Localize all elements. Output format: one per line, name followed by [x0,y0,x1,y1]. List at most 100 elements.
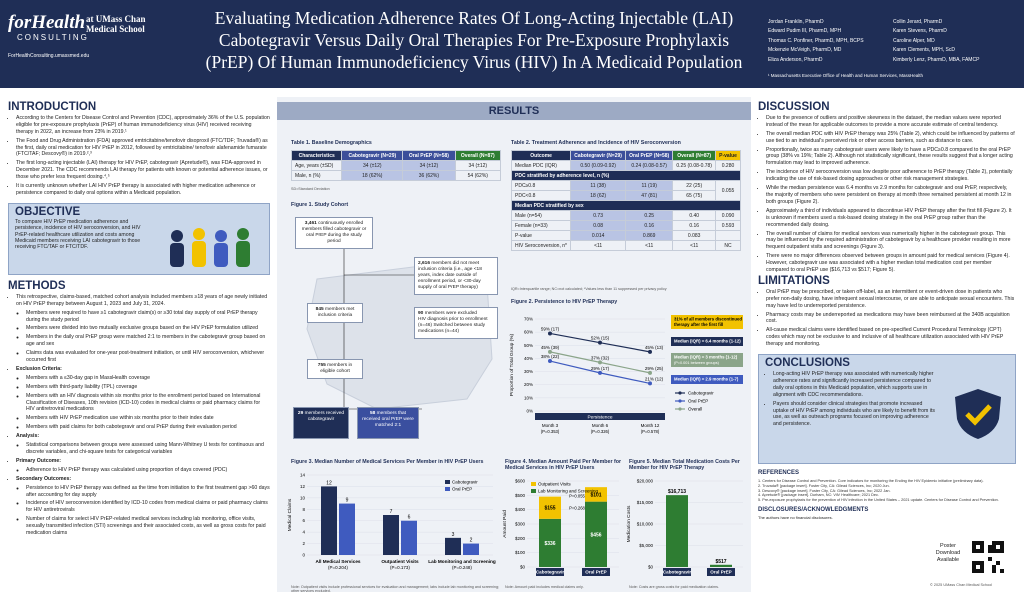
bullet-item: The overall median PDC with HIV PrEP the… [766,131,1016,145]
x-tick-label: Oral PrEP [585,570,606,575]
author-name: Karen Stevens, PharmD [893,28,947,35]
author-name: Jordan Franklin, PharmD [768,19,824,25]
references-heading: REFERENCES [758,470,800,477]
bar-segment-lab [585,501,607,567]
table2-cell: 0.40 [672,210,717,221]
limitations-list: Oral PrEP may be prescribed, or taken of… [758,289,1016,348]
methods-subitem: Persistence to HIV PrEP therapy was defi… [26,485,270,499]
table2-cell: 0.869 [625,230,674,241]
cohort-not-met-text: members did not meet inclusion criteria … [418,261,482,290]
table2-cell: 0.593 [715,220,741,231]
table2-cell: Median PDC (IQR) [510,160,572,171]
bullet-item: The first long-acting injectable (LAI) t… [16,160,270,181]
data-label: 45% (13) [645,345,664,350]
discontinued-note-line1: 31% of all members discontinued [674,317,742,322]
methods-subitem: Members with paid claims for both cabote… [26,424,270,431]
table2-cell: 0.280 [715,160,741,171]
reference-item: 2. Truvada® [package insert]. Foster Cit… [758,483,890,488]
methods-sublist: Members were required to have ≥1 caboteg… [16,310,270,364]
methods-item-text: Primary Outcome: [16,457,61,464]
objective-text: To compare HIV PrEP medication adherence… [15,218,141,251]
author-name: Mckenzie McVeigh, PharmD, MD [768,47,842,54]
data-point [598,340,602,345]
table2-adherence: Outcome Cabotegravir (N=29) Oral PrEP (N=5… [510,150,741,251]
table2-cell: 0.083 [672,230,717,241]
conclusions-heading: CONCLUSIONS [765,357,850,370]
legend-label: Lab Monitoring and Screening [538,489,599,494]
table1-header-cell: Overall (N=87) [454,150,502,161]
x-tick-label: Month 3 [542,423,559,428]
table2-header-cell: Oral PrEP (N=58) [625,150,674,161]
conclusions-box: CONCLUSIONS Long-acting HIV PrEP therapy… [758,354,1016,465]
table2-cell: PDC≥0.8 [510,180,572,191]
table2-cell: 0.25 [625,210,674,221]
methods-subitem: Members in the daily oral PrEP group wer… [26,334,270,348]
bullet-item: The Food and Drug Administration (FDA) a… [16,138,270,159]
x-tick-sublabel: (P=0.173) [390,565,410,570]
y-tick-label: $200 [515,536,526,541]
reference-item: 5. Pre-exposure prophylaxis for the prev… [758,498,999,503]
methods-subitem: Number of claims for select HIV PrEP-rel… [26,516,270,537]
amount-paid-stacked-chart: $0 $100 $200 $300 $400 $500 $600 Amount Paid $33… [502,479,619,576]
methods-item: Analysis: Statistical comparisons between… [16,433,270,456]
results-heading: RESULTS [277,102,751,120]
y-tick-label: 50% [524,343,533,348]
cohort-oral-count: 58 [369,411,376,416]
data-label: 21% (12) [645,376,664,381]
y-tick-label: $300 [515,522,526,527]
table2-cell: Male (n=54) [510,210,572,221]
methods-subitem: Incidence of HIV seroconversion identifi… [26,500,270,514]
table2-cell: NC [715,240,741,251]
bar-segment-outpatient [539,496,561,519]
legend-label: Cabotegravir [688,391,714,396]
figure4-note: Note: Amount paid includes medical claim… [505,585,584,589]
cohort-enrolled-text: continuously enrolled members filled cab… [301,221,367,244]
bar-value-label: 2 [470,538,473,544]
qr-code-icon[interactable] [972,541,1004,573]
bullet-item: Pharmacy costs may be underreported as m… [766,312,1016,326]
figure5-caption: Figure 5. Median Total Medication Costs … [629,459,740,471]
reference-item: 3. Descovy® [package insert]. Foster Cit… [758,488,891,493]
cohort-box-met: 845 members met inclusion criteria [307,303,363,323]
table1-cell: 34 (±12) [454,160,502,171]
bullet-item: All-cause medical claims were identified… [766,327,1016,348]
cohort-cab-text: members received cabotegravir [304,411,345,422]
author-name: Thomas C. Ponfiner, PharmD, MPH, BCPS [768,37,864,44]
bullet-item: There were no major differences observed… [766,253,1016,274]
figure4-caption: Figure 4. Median Amount Paid Per Member … [505,459,622,471]
table2-caption: Table 2. Treatment Adherence and Inciden… [511,140,681,146]
data-point [648,349,652,354]
pvalue-label: P=0.268 [569,506,585,511]
legend-swatch [445,480,450,484]
y-tick-label: 4 [302,530,305,535]
methods-subitem: Members were divided into two mutually e… [26,325,270,332]
discussion-list: Due to the presence of outliers and posi… [758,115,1016,274]
discussion-heading: DISCUSSION [758,101,830,113]
table2-cell: <11 [625,240,674,251]
cohort-box-enrolled: 3,461 continuously enrolled members fill… [295,217,373,249]
methods-subitem: Members with third-party liability (TPL)… [26,384,270,391]
y-tick-label: 10 [300,495,306,500]
table1-cell: 36 (62%) [402,170,456,181]
data-point [548,359,552,364]
median-box [671,375,743,384]
y-tick-label: 60% [524,330,533,335]
bar [321,486,337,555]
legend-label: Oral PrEP [452,487,472,492]
bar-segment-lab [539,518,561,567]
poster-header: forHealth CONSULTING at UMass Chan Medic… [0,0,1024,88]
bullet-item: Proportionally, twice as many cabotegrav… [766,147,1016,168]
y-tick-label: $20,000 [637,479,654,484]
bar-value-label: 7 [390,509,393,515]
table2-cell: 65 (75) [672,190,717,201]
median-pvalue-note: (P=0.001 between groups) [674,361,720,365]
table2-cell: 0.08 [570,220,627,231]
methods-subitem: Members with a ≤30-day gap in MassHealth… [26,375,270,382]
bar-segment-label: $456 [590,532,601,538]
left-column: INTRODUCTION According to the Centers fo… [8,101,270,539]
discontinued-note-line2: therapy after the first fill [674,322,723,327]
cohort-box-cabotegravir: 29 members received cabotegravir [293,407,349,439]
table2-pvalue-cell: 0.055 [715,180,741,201]
median-box [671,353,743,367]
author-name: Eliza Anderson, PharmD [768,56,823,63]
